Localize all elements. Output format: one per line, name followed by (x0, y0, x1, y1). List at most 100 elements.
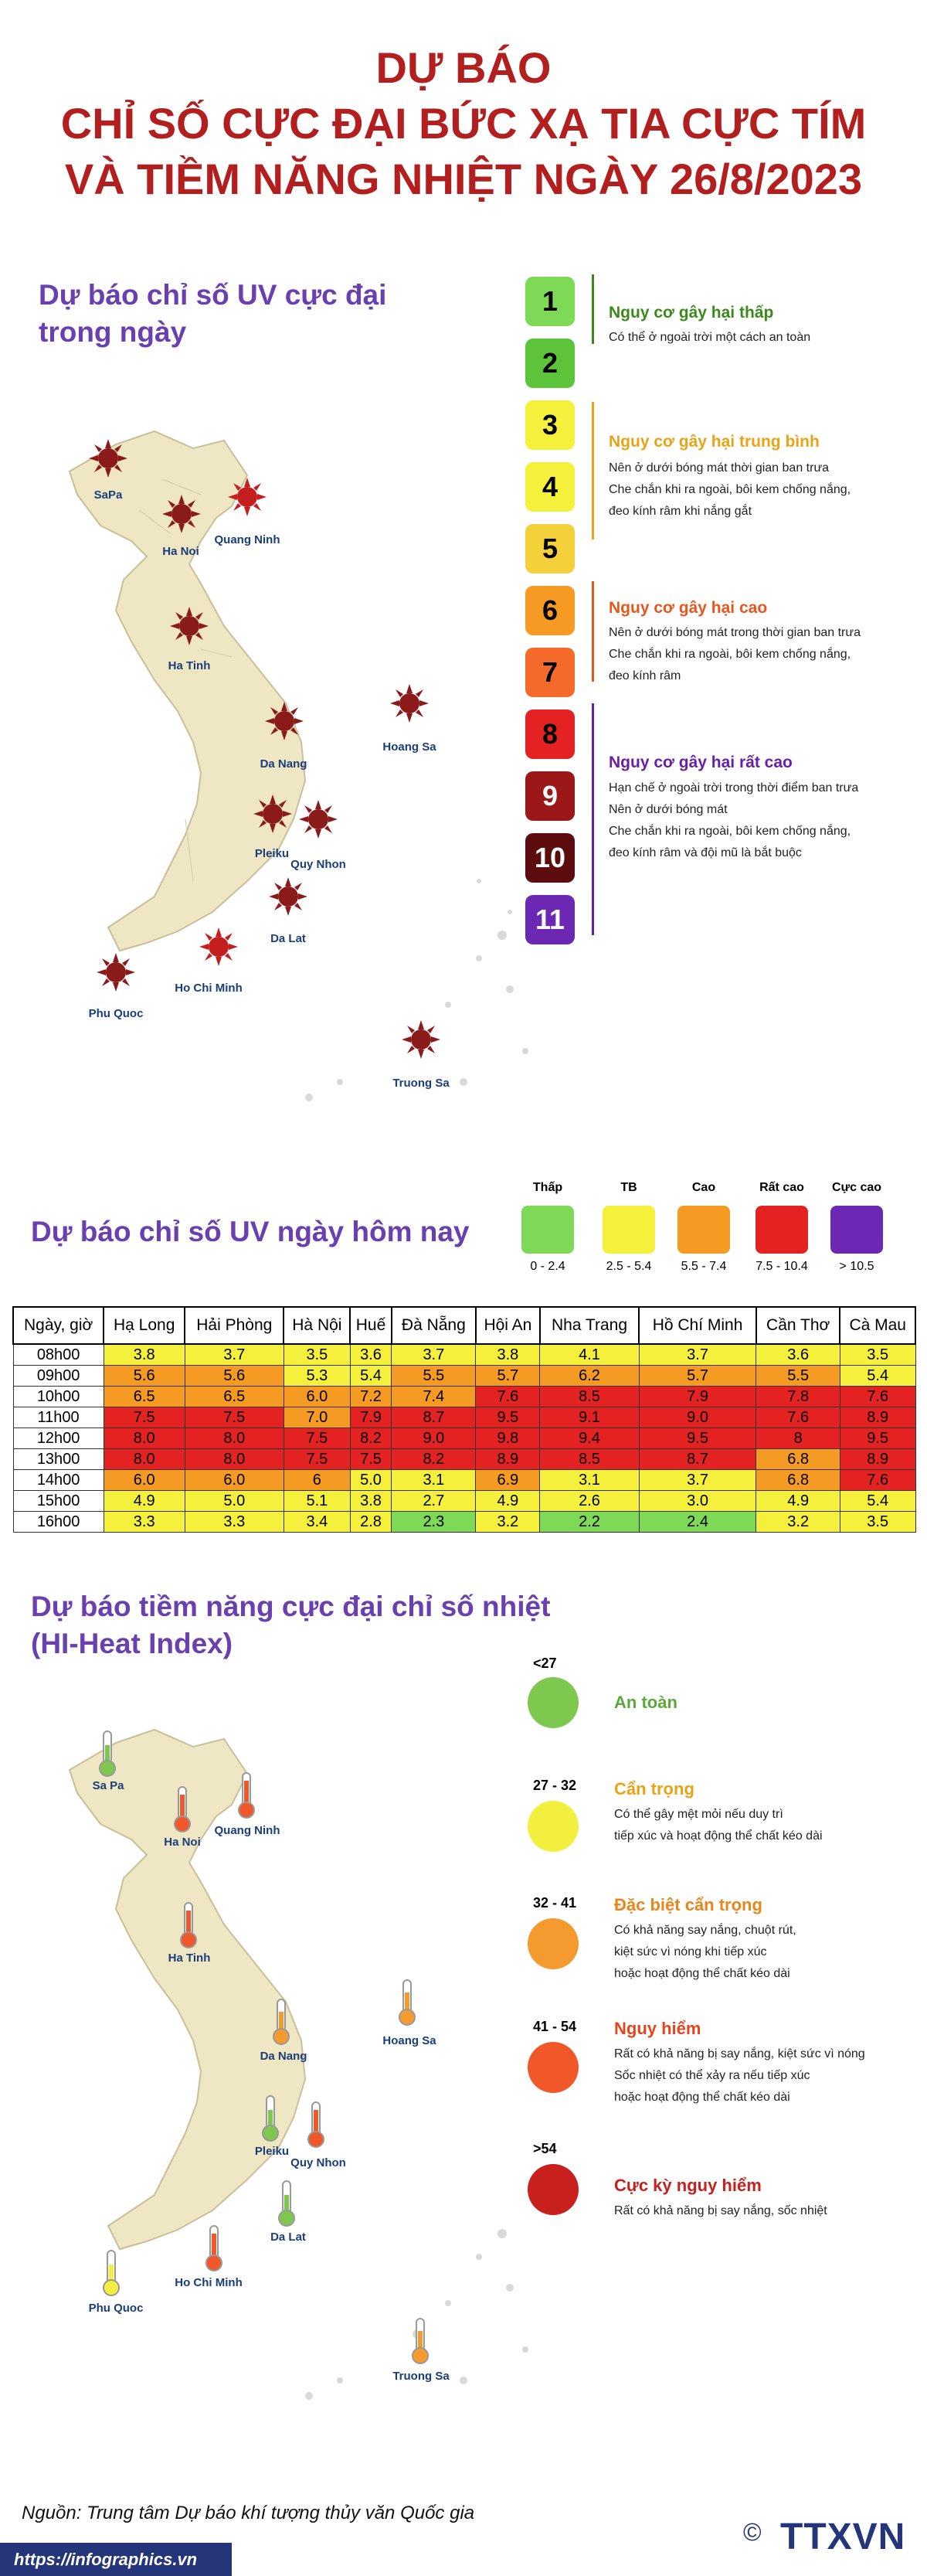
uv-max-heading-line2: trong ngày (39, 316, 187, 348)
uv-table-cell: 5.4 (839, 1365, 916, 1387)
uv-table-cell: 3.5 (283, 1343, 351, 1366)
thermometer-icon (278, 2180, 295, 2227)
city-pleiku-uv: Pleiku (254, 847, 290, 860)
thermometer-icon (412, 2318, 429, 2364)
uv-table-cell: 7.2 (349, 1386, 392, 1407)
city-truongsa-uv: Truong Sa (392, 1077, 450, 1090)
uv-table-cell: 8.5 (539, 1448, 640, 1470)
hi-desc-caution: Có thể gây mệt mỏi nếu duy trì tiếp xúc … (614, 1808, 823, 1843)
thermometer-icon (238, 1772, 255, 1819)
uv-table-cell: 7.5 (349, 1448, 392, 1470)
uv-table-time: 16h00 (12, 1511, 104, 1533)
uv-legend-label: Cực cao (831, 1181, 882, 1194)
uv-table-row: 11h00 7.5 7.5 7.0 7.9 8.7 9.5 9.1 9.0 7.6 8.9 (12, 1407, 916, 1428)
uv-legend-range: > 10.5 (839, 1260, 874, 1273)
ttxvn-logo: TTXVN (780, 2516, 906, 2557)
uv-table-cell: 2.3 (391, 1511, 477, 1533)
uv-table-cell: 8.2 (349, 1428, 392, 1449)
uv-table-cell: 7.6 (756, 1407, 840, 1428)
map-land-uv (68, 430, 307, 952)
hi-range-safe: <27 (533, 1656, 557, 1671)
city-hanoi-hi: Ha Noi (164, 1836, 201, 1849)
uv-table-time: 15h00 (12, 1490, 104, 1512)
uv-scale-box-6: 6 (525, 586, 575, 635)
uv-table-cell: 5.1 (283, 1490, 351, 1512)
uv-legend-label: TB (620, 1181, 637, 1194)
footer-bar (0, 2543, 232, 2576)
uv-table-cell: 6.2 (539, 1365, 640, 1387)
uv-table: Ngày, giờ Hạ Long Hải Phòng Hà Nội Huế Đà Nẵ… (12, 1306, 916, 1533)
uv-table-cell: 7.8 (756, 1386, 840, 1407)
uv-table-cell: 8.5 (539, 1386, 640, 1407)
uv-table-cell: 8.0 (184, 1428, 284, 1449)
uv-table-cell: 6.5 (103, 1386, 185, 1407)
uv-table-time: 08h00 (12, 1343, 104, 1366)
uv-table-cell: 5.5 (756, 1365, 840, 1387)
uv-max-heading: Dự báo chỉ số UV cực đại trong ngày (39, 277, 386, 351)
uv-table-cell: 7.6 (475, 1386, 541, 1407)
city-hcm-uv: Ho Chi Minh (175, 982, 243, 995)
hi-heading-line1: Dự báo tiềm năng cực đại chỉ số nhiệt (31, 1591, 551, 1622)
hi-circle-extreme-danger (528, 2164, 579, 2215)
uv-table-cell: 9.4 (539, 1428, 640, 1449)
uv-table-row: 09h00 5.6 5.6 5.3 5.4 5.5 5.7 6.2 5.7 5.5 5.4 (12, 1365, 916, 1387)
sun-icon (97, 953, 135, 992)
uv-table-cell: 7.6 (839, 1386, 916, 1407)
hi-range-extreme-caution: 32 - 41 (533, 1895, 577, 1911)
uv-table-cell: 7.5 (283, 1428, 351, 1449)
uv-table-col-header: Cà Mau (839, 1306, 916, 1345)
footer-url-link[interactable]: https://infographics.vn (14, 2550, 198, 2569)
city-dalat-uv: Da Lat (270, 932, 306, 945)
thermometer-icon (307, 2101, 324, 2148)
uv-legend-range: 0 - 2.4 (530, 1260, 565, 1273)
uv-table-cell: 9.0 (391, 1428, 477, 1449)
sun-icon (390, 684, 429, 723)
uv-table-header: Ngày, giờ Hạ Long Hải Phòng Hà Nội Huế Đà Nẵ… (12, 1306, 916, 1345)
city-hcm-hi: Ho Chi Minh (175, 2276, 243, 2289)
thermometer-icon (103, 2250, 120, 2296)
uv-table-cell: 6.0 (103, 1469, 185, 1491)
uv-table-cell: 6.9 (475, 1469, 541, 1491)
uv-max-heading-line1: Dự báo chỉ số UV cực đại (39, 279, 387, 311)
uv-table-cell: 3.8 (349, 1490, 392, 1512)
sun-icon (253, 795, 292, 833)
uv-table-cell: 7.0 (283, 1407, 351, 1428)
uv-table-row: 14h00 6.0 6.0 6 5.0 3.1 6.9 3.1 3.7 6.8 7.6 (12, 1469, 916, 1491)
sun-icon (269, 877, 307, 916)
sun-icon (89, 439, 127, 478)
city-sapa-hi: Sa Pa (92, 1779, 124, 1792)
hi-title-extreme-caution: Đặc biệt cẩn trọng (614, 1895, 762, 1914)
city-quangninh-uv: Quang Ninh (214, 533, 280, 546)
city-quynhon-hi: Quy Nhon (290, 2156, 346, 2169)
uv-legend-swatch (603, 1206, 655, 1254)
uv-scale-box-5: 5 (525, 524, 575, 573)
uv-table-cell: 8.9 (839, 1407, 916, 1428)
risk-veryhigh-desc: Hạn chế ở ngoài trời trong thời điểm ban… (609, 781, 859, 859)
uv-table-time: 14h00 (12, 1469, 104, 1491)
uv-table-corner: Ngày, giờ (12, 1306, 105, 1345)
map-islands-hi (305, 2229, 528, 2400)
sun-icon (299, 800, 338, 839)
city-pleiku-hi: Pleiku (254, 2145, 290, 2158)
title-line-3: VÀ TIỀM NĂNG NHIỆT NGÀY 26/8/2023 (64, 155, 863, 203)
uv-table-col-header: Hà Nội (283, 1306, 351, 1345)
hi-range-caution: 27 - 32 (533, 1778, 577, 1793)
uv-table-cell: 3.7 (391, 1343, 477, 1366)
city-sapa-uv: SaPa (93, 488, 123, 502)
city-hanoi-uv: Ha Noi (162, 545, 199, 558)
uv-scale-box-3: 3 (525, 400, 575, 450)
hi-title-caution: Cẩn trọng (614, 1779, 694, 1798)
uv-table-cell: 3.5 (839, 1511, 916, 1533)
hi-title-safe: An toàn (614, 1693, 677, 1712)
risk-divider-high (592, 581, 594, 682)
uv-table-cell: 3.0 (638, 1490, 757, 1512)
uv-table-cell: 8.9 (475, 1448, 541, 1470)
uv-table-cell: 5.0 (184, 1490, 284, 1512)
uv-table-cell: 3.4 (283, 1511, 351, 1533)
city-dalat-hi: Da Lat (270, 2231, 306, 2244)
thermometer-icon (205, 2225, 222, 2271)
uv-table-col-header: Huế (349, 1306, 392, 1345)
thermometer-icon (262, 2095, 279, 2142)
uv-table-col-header: Hạ Long (103, 1306, 186, 1345)
uv-table-cell: 7.5 (103, 1407, 185, 1428)
